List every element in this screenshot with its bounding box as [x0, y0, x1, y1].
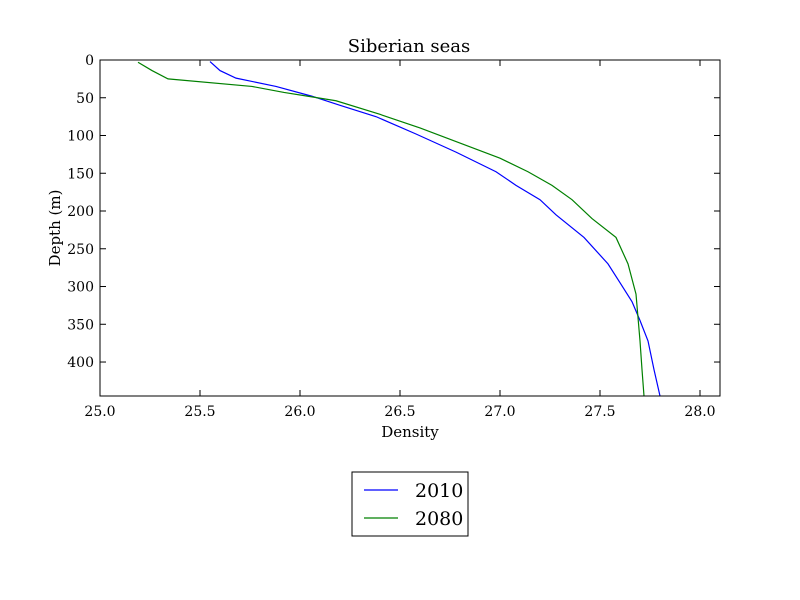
x-axis: 25.0 25.5 26.0 26.5 27.0 27.5 28.0: [84, 60, 716, 420]
y-tick-label: 200: [67, 204, 94, 220]
y-tick-label: 150: [67, 166, 94, 182]
x-tick-label: 26.5: [384, 404, 415, 420]
x-axis-title: Density: [381, 423, 439, 441]
y-tick-label: 100: [67, 129, 94, 145]
y-tick-label: 350: [67, 317, 94, 333]
y-tick-label: 250: [67, 242, 94, 258]
y-tick-label: 50: [76, 91, 94, 107]
x-tick-label: 28.0: [684, 404, 715, 420]
y-axis-title: Depth (m): [46, 190, 64, 267]
legend-label-2080: 2080: [415, 508, 463, 530]
x-tick-label: 27.0: [484, 404, 515, 420]
plot-frame: [99, 59, 721, 397]
legend-label-2010: 2010: [415, 480, 463, 502]
y-tick-label: 400: [67, 355, 94, 371]
y-tick-label: 300: [67, 280, 94, 296]
y-axis: 0 50 100 150 200 250 300 350 400: [67, 53, 720, 371]
chart-title: Siberian seas: [348, 36, 471, 57]
series-line-2080: [137, 61, 645, 396]
x-tick-label: 27.5: [584, 404, 615, 420]
legend: 2010 2080: [351, 471, 469, 537]
x-tick-label: 26.0: [284, 404, 315, 420]
legend-box: [351, 471, 469, 537]
x-tick-label: 25.5: [184, 404, 215, 420]
x-tick-label: 25.0: [84, 404, 115, 420]
series-lines: [137, 61, 661, 396]
y-tick-label: 0: [85, 53, 94, 69]
